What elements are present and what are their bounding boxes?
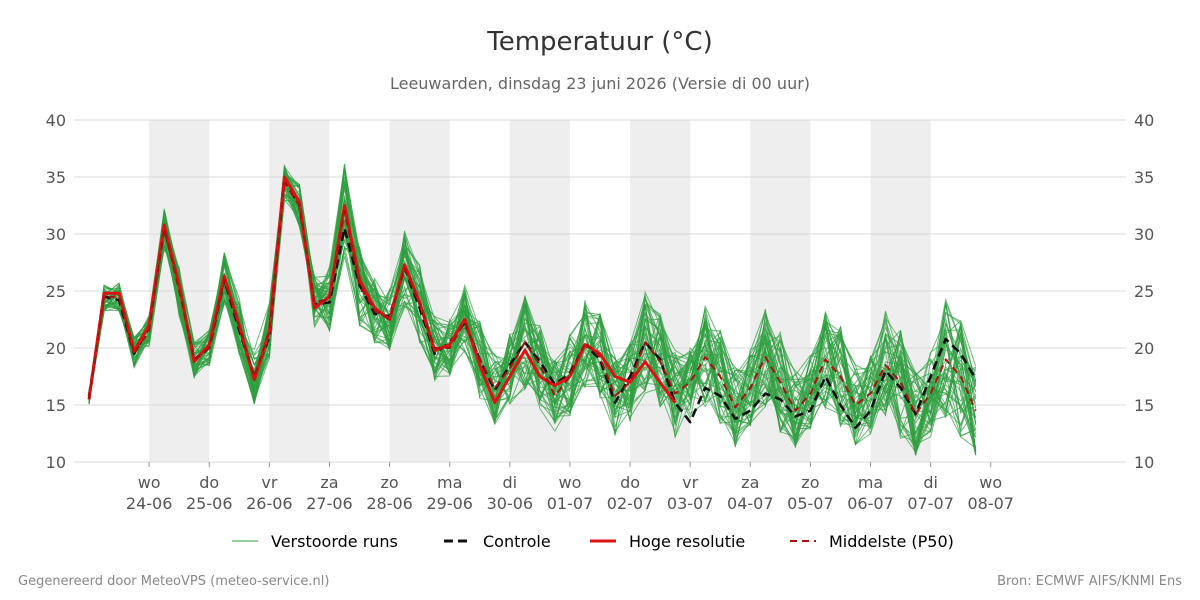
y-tick-right: 25 bbox=[1134, 282, 1154, 301]
legend-hires-label: Hoge resolutie bbox=[629, 532, 745, 551]
series-line-controle bbox=[87, 178, 977, 430]
x-tick-day: ma bbox=[437, 473, 462, 492]
x-tick-day: vr bbox=[261, 473, 277, 492]
y-tick-right: 40 bbox=[1134, 111, 1154, 130]
x-tick-date: 29-06 bbox=[426, 494, 473, 513]
series-line-middelste-p50- bbox=[88, 181, 977, 416]
x-tick-date: 08-07 bbox=[967, 494, 1014, 513]
x-tick-date: 06-07 bbox=[847, 494, 894, 513]
y-tick-left: 25 bbox=[46, 282, 66, 301]
x-tick-day: wo bbox=[979, 473, 1002, 492]
x-tick-day: ma bbox=[858, 473, 883, 492]
ensemble-run-line bbox=[88, 183, 976, 439]
ensemble-run-line bbox=[88, 190, 977, 444]
x-tick-day: zo bbox=[801, 473, 819, 492]
ensemble-run-line bbox=[88, 170, 977, 454]
x-tick-day: wo bbox=[138, 473, 161, 492]
axes: 10 10 15 15 20 20 25 25 30 30 35 35 40 40 wo 24-06 do 25-… bbox=[46, 111, 1155, 513]
x-tick-day: za bbox=[741, 473, 759, 492]
y-tick-right: 35 bbox=[1134, 168, 1154, 187]
x-tick-day: di bbox=[503, 473, 518, 492]
y-tick-left: 10 bbox=[46, 453, 66, 472]
x-tick-date: 27-06 bbox=[306, 494, 353, 513]
x-tick-day: di bbox=[923, 473, 938, 492]
x-tick-date: 04-07 bbox=[727, 494, 774, 513]
x-tick-date: 03-07 bbox=[667, 494, 714, 513]
x-tick-day: vr bbox=[682, 473, 698, 492]
y-tick-right: 30 bbox=[1134, 225, 1154, 244]
chart-subtitle: Leeuwarden, dinsdag 23 juni 2026 (Versie… bbox=[390, 74, 810, 93]
legend-p50-label: Middelste (P50) bbox=[829, 532, 954, 551]
main-series bbox=[87, 175, 977, 430]
legend-ensemble-label: Verstoorde runs bbox=[271, 532, 398, 551]
chart-title: Temperatuur (°C) bbox=[486, 27, 712, 57]
x-tick-day: do bbox=[620, 473, 640, 492]
x-tick-date: 25-06 bbox=[186, 494, 233, 513]
legend: Verstoorde runs Controle Hoge resolutie … bbox=[232, 532, 954, 551]
footer-credit: Gegenereerd door MeteoVPS (meteo-service… bbox=[18, 574, 329, 589]
x-tick-date: 26-06 bbox=[246, 494, 293, 513]
y-tick-left: 40 bbox=[46, 111, 66, 130]
ensemble-run-line bbox=[88, 186, 977, 437]
y-tick-left: 30 bbox=[46, 225, 66, 244]
x-tick-day: wo bbox=[559, 473, 582, 492]
x-tick-day: za bbox=[320, 473, 338, 492]
y-tick-right: 10 bbox=[1134, 453, 1154, 472]
y-tick-left: 15 bbox=[46, 396, 66, 415]
footer-source: Bron: ECMWF AIFS/KNMI Ens bbox=[997, 574, 1182, 589]
x-tick-day: zo bbox=[381, 473, 399, 492]
x-tick-date: 07-07 bbox=[907, 494, 954, 513]
ensemble-run-line bbox=[88, 169, 977, 448]
y-tick-right: 20 bbox=[1134, 339, 1154, 358]
legend-control-label: Controle bbox=[483, 532, 551, 551]
y-tick-right: 15 bbox=[1134, 396, 1154, 415]
x-tick-date: 05-07 bbox=[787, 494, 834, 513]
y-tick-left: 35 bbox=[46, 168, 66, 187]
x-tick-date: 01-07 bbox=[547, 494, 594, 513]
x-tick-date: 30-06 bbox=[487, 494, 534, 513]
x-tick-day: do bbox=[199, 473, 219, 492]
x-tick-date: 02-07 bbox=[607, 494, 654, 513]
x-tick-date: 24-06 bbox=[126, 494, 173, 513]
y-tick-left: 20 bbox=[46, 339, 66, 358]
x-tick-date: 28-06 bbox=[366, 494, 413, 513]
